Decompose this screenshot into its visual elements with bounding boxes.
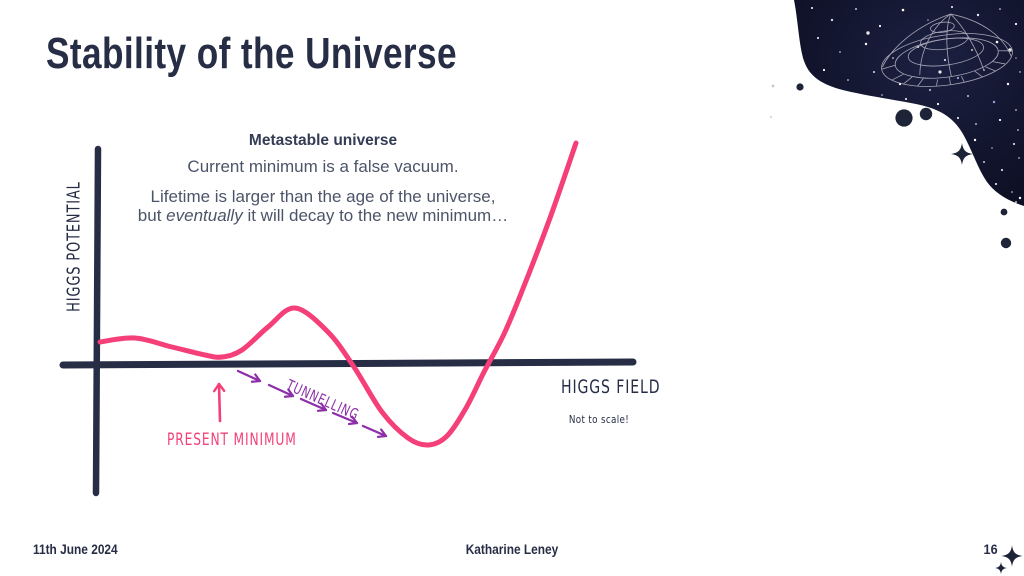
stars — [811, 6, 1022, 203]
note-heading: Metastable universe — [248, 132, 398, 149]
starfield-blob — [794, 0, 1024, 206]
footer-date: 11th June 2024 — [33, 541, 118, 557]
note-line-3-suffix: it will decay to the new minimum… — [242, 206, 509, 225]
y-axis-label: HIGGS POTENTIAL — [63, 181, 85, 312]
x-axis — [59, 358, 637, 369]
sparkle-icon — [951, 143, 973, 165]
note-line-2: Lifetime is larger than the age of the u… — [150, 187, 496, 206]
note-line-1: Current minimum is a false vacuum. — [187, 157, 459, 176]
slide-title: Stability of the Universe — [46, 29, 457, 78]
note-line-3-italic: eventually — [166, 206, 243, 225]
metastable-note: Metastable universe Current minimum is a… — [123, 132, 523, 225]
sparkle-icon — [994, 561, 1008, 575]
footer-author: Katharine Leney — [465, 541, 559, 557]
ink-dots — [769, 83, 1012, 249]
note-line-3: but eventually it will decay to the new … — [123, 206, 523, 225]
y-axis — [92, 145, 102, 497]
sparkle-icon — [1001, 545, 1023, 567]
higgs-potential-curve — [97, 140, 579, 448]
axes — [59, 145, 637, 497]
mexican-hat-wireframe — [881, 13, 1013, 87]
x-axis-label: HIGGS FIELD — [561, 376, 661, 398]
corner-sparkles — [994, 545, 1023, 575]
not-to-scale-note: Not to scale! — [568, 413, 630, 426]
note-line-3-prefix: but — [137, 206, 167, 225]
starfield-decoration — [769, 0, 1024, 249]
tunnelling-arrows — [236, 369, 388, 438]
present-minimum-arrow — [212, 382, 226, 423]
footer-page-number: 16 — [983, 541, 998, 557]
present-minimum-label: PRESENT MINIMUM — [167, 430, 297, 450]
